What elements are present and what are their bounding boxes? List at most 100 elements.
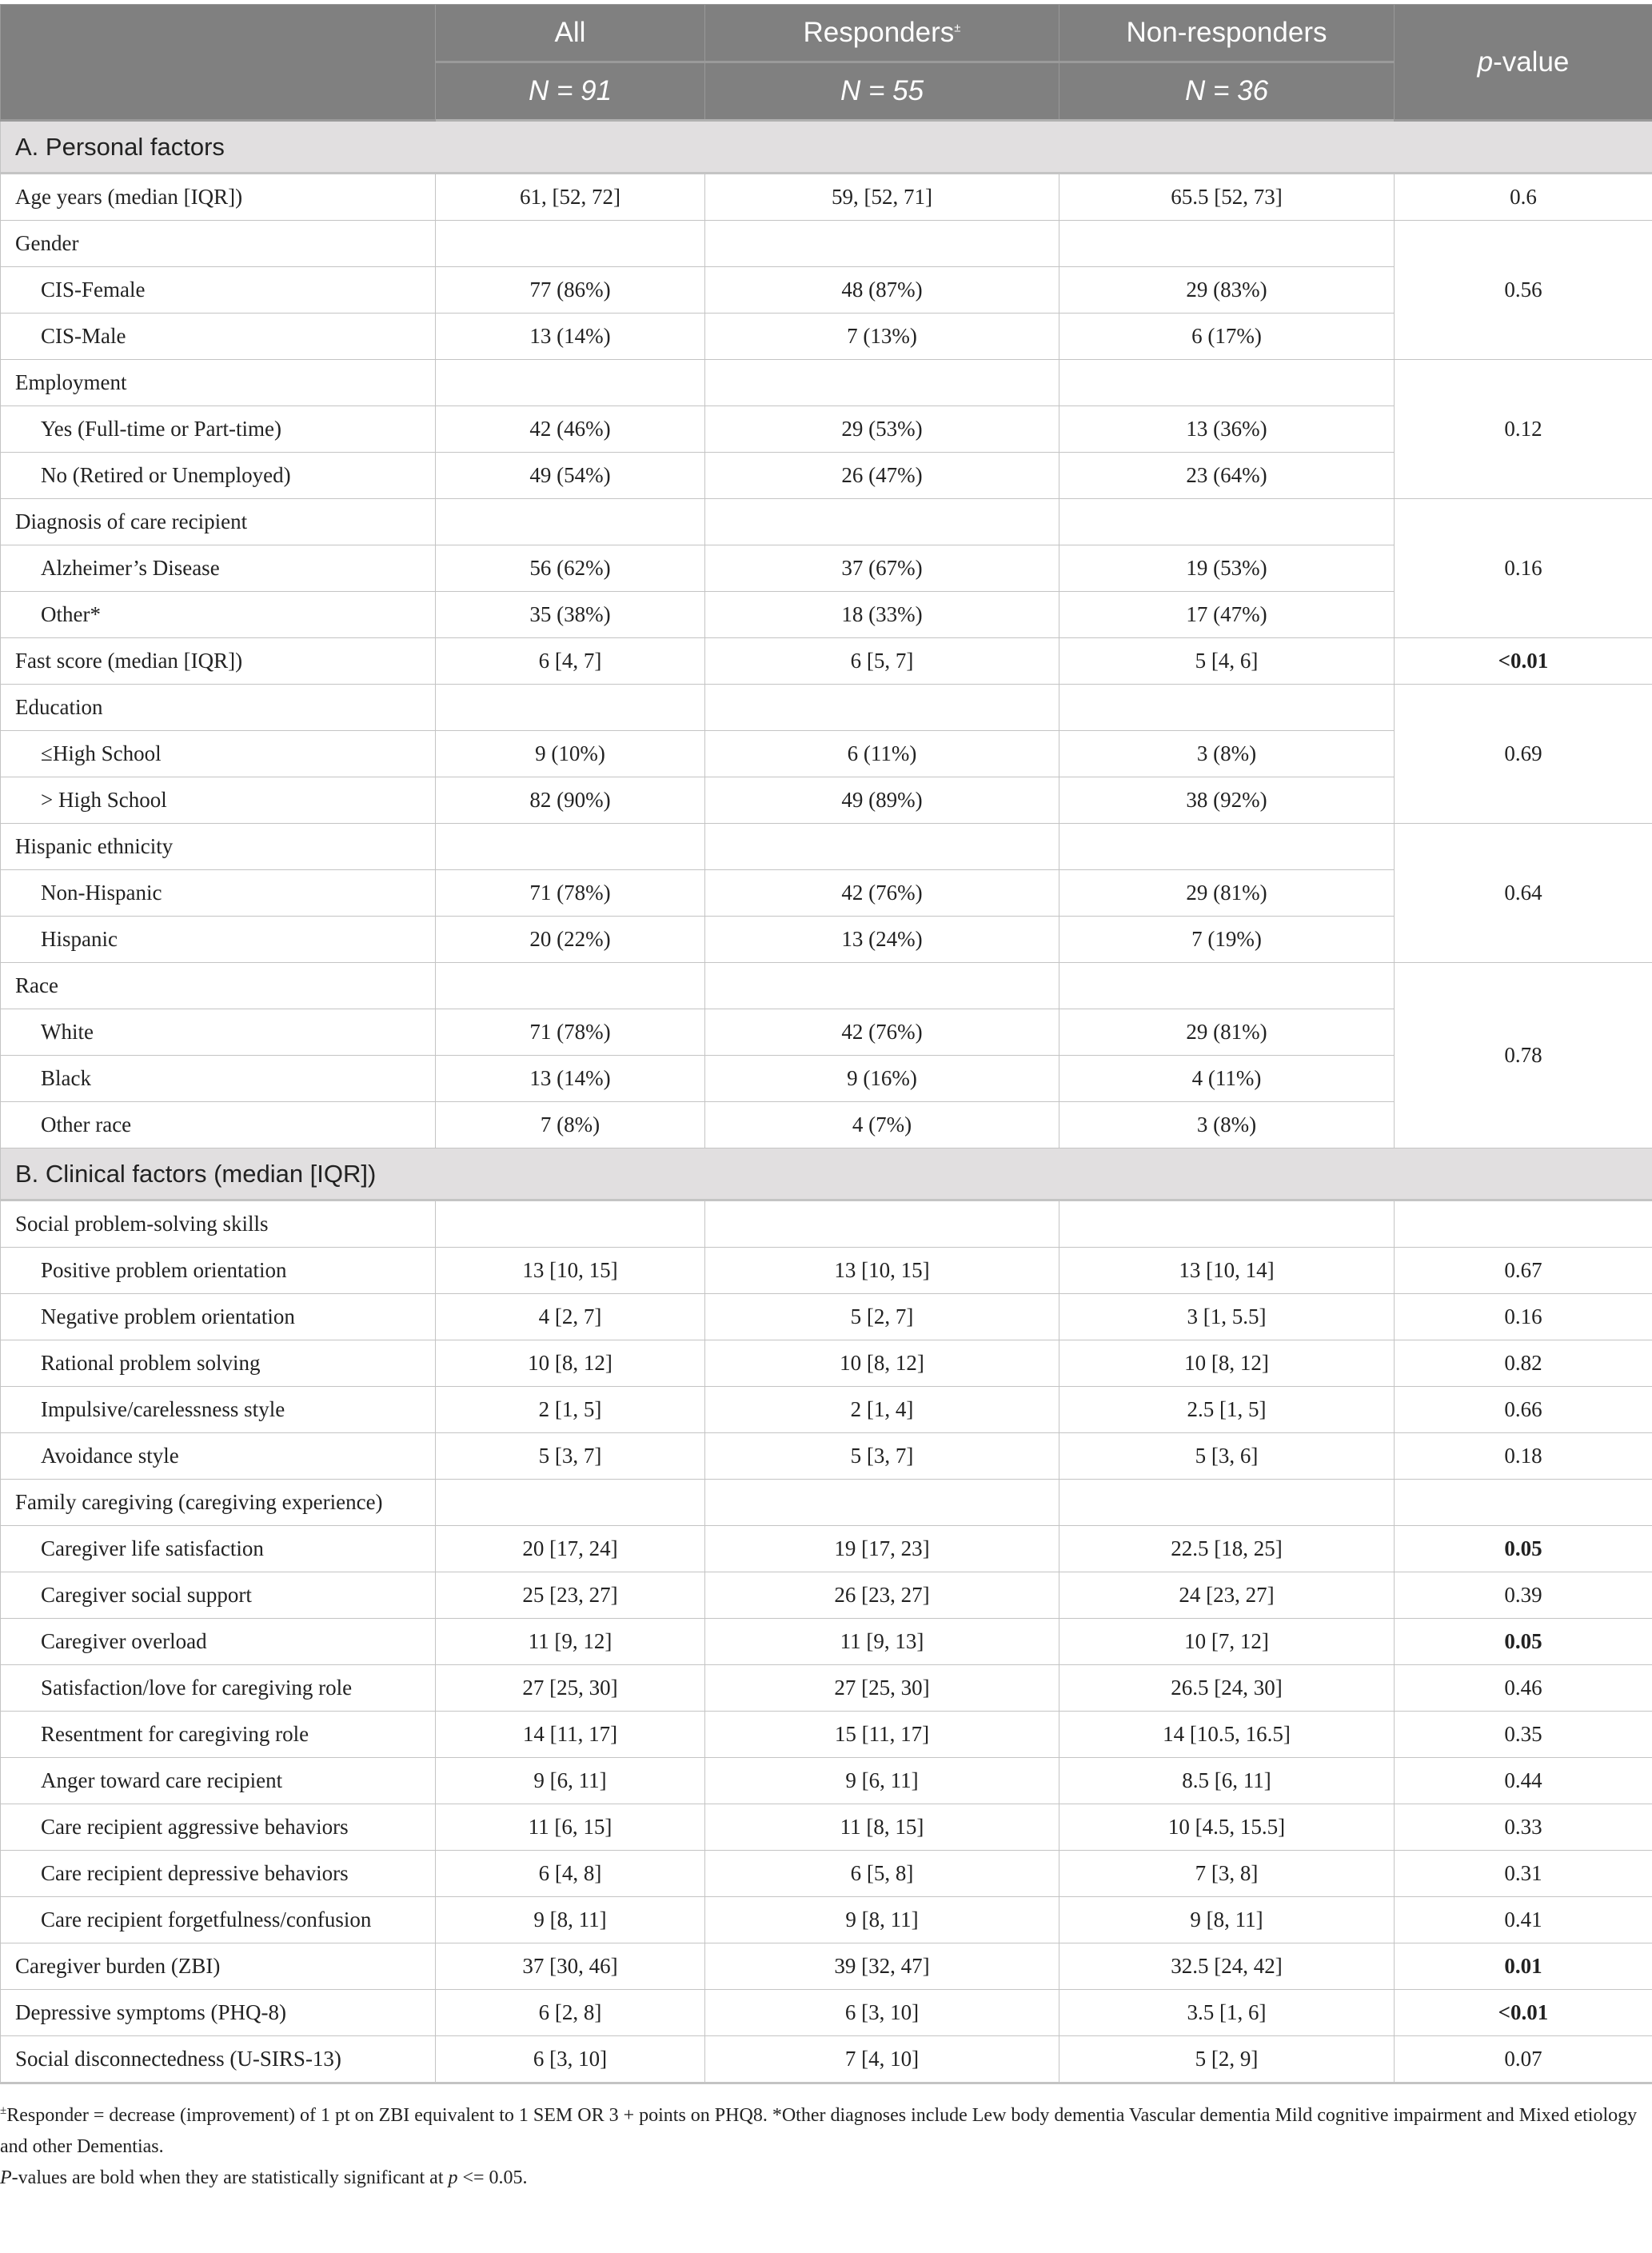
p-value: 0.18 (1394, 1432, 1652, 1480)
p-value: 0.31 (1394, 1850, 1652, 1897)
value-responders: 27 [25, 30] (704, 1664, 1059, 1712)
row-label: Gender (0, 220, 436, 267)
row-label: Employment (0, 359, 436, 406)
value-responders: 19 [17, 23] (704, 1525, 1059, 1572)
value-non-responders: 8.5 [6, 11] (1059, 1757, 1395, 1804)
value-responders: 5 [2, 7] (704, 1293, 1059, 1340)
p-value: 0.82 (1394, 1340, 1652, 1387)
row-label: Hispanic (0, 916, 436, 963)
row-label: Non-Hispanic (0, 869, 436, 917)
value-non-responders: 3 (8%) (1059, 1101, 1395, 1148)
header-all: All (435, 4, 705, 63)
row-label: Black (0, 1055, 436, 1102)
p-value: <0.01 (1394, 637, 1652, 685)
n-responders: N = 55 (840, 75, 924, 106)
value-all: 20 [17, 24] (435, 1525, 705, 1572)
value-all: 42 (46%) (435, 405, 705, 453)
table-row: Social problem-solving skills (0, 1200, 1652, 1248)
value-responders: 10 [8, 12] (704, 1340, 1059, 1387)
value-responders: 26 (47%) (704, 452, 1059, 499)
table-row: Age years (median [IQR]) 61, [52, 72] 59, … (0, 173, 1652, 221)
value-all: 13 [10, 15] (435, 1247, 705, 1294)
row-label: Age years (median [IQR]) (0, 173, 436, 221)
value-responders (704, 823, 1059, 870)
table-row: Non-Hispanic 71 (78%) 42 (76%) 29 (81%) (0, 869, 1652, 917)
header-responders-label: Responders (803, 17, 955, 48)
value-non-responders: 9 [8, 11] (1059, 1896, 1395, 1943)
table-row: Social disconnectedness (U-SIRS-13) 6 [3,… (0, 2035, 1652, 2084)
row-label: > High School (0, 777, 436, 824)
value-all: 2 [1, 5] (435, 1386, 705, 1433)
value-all (435, 220, 705, 267)
row-label: Care recipient forgetfulness/confusion (0, 1896, 436, 1943)
table-row: Care recipient depressive behaviors 6 [4,… (0, 1850, 1652, 1897)
footnote-responder: ±Responder = decrease (improvement) of 1… (0, 2095, 1652, 2163)
value-responders: 11 [8, 15] (704, 1804, 1059, 1851)
p-value: 0.05 (1394, 1618, 1652, 1665)
table-container: All Responders± Non-responders p-value N… (0, 4, 1652, 2194)
row-label: Satisfaction/love for caregiving role (0, 1664, 436, 1712)
value-all: 35 (38%) (435, 591, 705, 638)
footnote-line2a: -values are bold when they are statistic… (11, 2167, 449, 2188)
value-all (435, 1200, 705, 1248)
footnote-P: P (0, 2167, 12, 2188)
header-n-responders: N = 55 (704, 62, 1059, 122)
p-value: 0.12 (1394, 359, 1652, 499)
p-value (1394, 1479, 1652, 1526)
row-label: No (Retired or Unemployed) (0, 452, 436, 499)
value-non-responders: 7 (19%) (1059, 916, 1395, 963)
value-non-responders (1059, 684, 1395, 731)
value-all: 71 (78%) (435, 869, 705, 917)
value-all (435, 684, 705, 731)
value-responders: 7 [4, 10] (704, 2035, 1059, 2084)
p-value: 0.44 (1394, 1757, 1652, 1804)
value-responders: 2 [1, 4] (704, 1386, 1059, 1433)
value-non-responders: 38 (92%) (1059, 777, 1395, 824)
table-row: Positive problem orientation 13 [10, 15] 1… (0, 1247, 1652, 1294)
value-non-responders: 29 (81%) (1059, 869, 1395, 917)
p-value: 0.6 (1394, 173, 1652, 221)
row-label: Other race (0, 1101, 436, 1148)
table-row: ≤High School 9 (10%) 6 (11%) 3 (8%) (0, 730, 1652, 777)
value-responders (704, 1479, 1059, 1526)
value-responders (704, 684, 1059, 731)
value-all: 56 (62%) (435, 545, 705, 592)
value-all: 37 [30, 46] (435, 1943, 705, 1990)
footnote-line2b: <= 0.05. (457, 2167, 528, 2188)
value-all (435, 1479, 705, 1526)
row-label: Caregiver social support (0, 1572, 436, 1619)
table-row: Family caregiving (caregiving experience… (0, 1479, 1652, 1526)
p-value: <0.01 (1394, 1989, 1652, 2036)
value-non-responders: 4 (11%) (1059, 1055, 1395, 1102)
value-all: 13 (14%) (435, 1055, 705, 1102)
row-label: Family caregiving (caregiving experience… (0, 1479, 436, 1526)
p-value: 0.67 (1394, 1247, 1652, 1294)
value-all: 61, [52, 72] (435, 173, 705, 221)
footnotes: ±Responder = decrease (improvement) of 1… (0, 2095, 1652, 2194)
value-non-responders (1059, 1200, 1395, 1248)
table-row: Impulsive/carelessness style 2 [1, 5] 2 [1… (0, 1386, 1652, 1433)
p-value: 0.07 (1394, 2035, 1652, 2084)
header-responders: Responders± (704, 4, 1059, 63)
value-responders: 37 (67%) (704, 545, 1059, 592)
row-label: Positive problem orientation (0, 1247, 436, 1294)
value-responders: 29 (53%) (704, 405, 1059, 453)
value-all: 27 [25, 30] (435, 1664, 705, 1712)
row-label: Avoidance style (0, 1432, 436, 1480)
row-label: Impulsive/carelessness style (0, 1386, 436, 1433)
value-all (435, 359, 705, 406)
value-all: 71 (78%) (435, 1009, 705, 1056)
header-pvalue: p-value (1394, 4, 1652, 122)
p-value: 0.64 (1394, 823, 1652, 963)
value-non-responders: 65.5 [52, 73] (1059, 173, 1395, 221)
row-label: Diagnosis of care recipient (0, 498, 436, 545)
table-row: Rational problem solving 10 [8, 12] 10 [8,… (0, 1340, 1652, 1387)
value-non-responders (1059, 359, 1395, 406)
value-all (435, 498, 705, 545)
value-non-responders: 22.5 [18, 25] (1059, 1525, 1395, 1572)
section-header: B. Clinical factors (median [IQR]) (0, 1148, 1652, 1201)
pvalue-p: p (1477, 46, 1494, 78)
value-responders: 48 (87%) (704, 266, 1059, 314)
footnote-p: p (448, 2167, 458, 2188)
value-responders: 6 [5, 7] (704, 637, 1059, 685)
